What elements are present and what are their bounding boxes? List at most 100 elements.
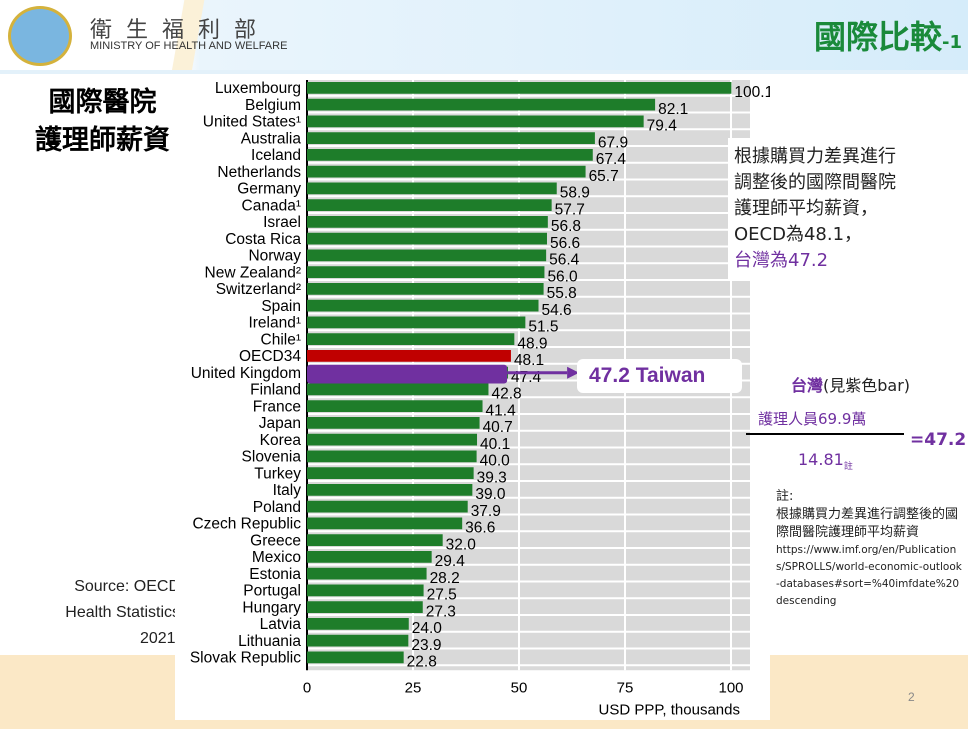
bar-canada-	[307, 199, 552, 211]
value-label: 24.0	[412, 620, 443, 637]
note-line: 根據購買力差異進行	[734, 146, 896, 167]
category-label: Belgium	[245, 97, 301, 114]
bar-hungary	[307, 601, 423, 613]
category-label: Slovenia	[242, 449, 302, 466]
bar-chart: 0 25 50 75 100 USD PPP, thousands Luxembourg 10…	[190, 80, 770, 718]
value-label: 40.1	[480, 436, 510, 453]
category-label: Korea	[260, 432, 302, 449]
footnote-url[interactable]: https://www.imf.org/en/Publications/SPRO…	[776, 544, 962, 607]
bar-lithuania	[307, 634, 409, 647]
bar-latvia	[307, 618, 409, 630]
taiwan-bar	[307, 364, 508, 384]
value-label: 67.9	[598, 134, 628, 151]
org-name-cn: 衛生福利部	[90, 18, 271, 43]
note-line: 調整後的國際間醫院	[734, 172, 896, 193]
category-label: Chile¹	[261, 331, 301, 348]
value-label: 65.7	[589, 168, 619, 185]
slide-title: 國際比較-1	[814, 12, 962, 58]
left-title-line: 國際醫院	[48, 87, 157, 118]
bar-italy	[307, 484, 473, 496]
bar-united-states-	[307, 115, 644, 128]
bar-iceland	[307, 149, 593, 161]
value-label: 36.6	[465, 520, 495, 537]
category-label: Costa Rica	[225, 231, 301, 248]
taiwan-formula: 台灣(見紫色bar) 護理人員69.9萬 14.81註 =47.2	[746, 366, 968, 476]
value-label: 23.9	[411, 637, 441, 654]
bar-israel	[307, 216, 548, 228]
value-label: 39.0	[475, 486, 506, 503]
bar-finland	[307, 383, 489, 396]
category-label: Canada¹	[242, 197, 301, 214]
value-label: 56.0	[547, 268, 578, 285]
category-label: Germany	[237, 181, 301, 198]
category-label: Iceland	[251, 147, 301, 164]
category-label: Slovak Republic	[190, 650, 301, 667]
value-label: 41.4	[486, 402, 517, 419]
category-label: Spain	[261, 298, 301, 315]
value-label: 22.8	[407, 654, 437, 671]
category-label: Turkey	[254, 465, 301, 482]
value-label: 56.4	[549, 252, 580, 269]
bar-spain	[307, 299, 539, 312]
category-label: United States¹	[203, 114, 301, 131]
formula-result: =47.2	[910, 430, 967, 450]
bar-france	[307, 400, 483, 412]
category-label: Australia	[241, 130, 302, 147]
source-line: Source: OECD	[74, 578, 180, 595]
value-label: 55.8	[547, 285, 577, 302]
category-label: Greece	[250, 532, 301, 549]
chart-panel: 0 25 50 75 100 USD PPP, thousands Luxembourg 10…	[175, 78, 770, 720]
value-label: 56.6	[550, 235, 580, 252]
value-label: 42.8	[491, 386, 521, 403]
value-label: 54.6	[542, 302, 572, 319]
bar-korea	[307, 433, 478, 446]
bar-czech-republic	[307, 517, 463, 530]
category-label: Ireland¹	[248, 315, 301, 332]
slide-title-suffix: -1	[942, 32, 962, 53]
bar-japan	[307, 417, 480, 429]
formula-denominator: 14.81註	[798, 450, 853, 472]
category-label: Estonia	[249, 566, 301, 583]
value-label: 56.8	[551, 218, 581, 235]
value-label: 79.4	[647, 118, 678, 135]
header-divider	[0, 70, 968, 74]
category-label: Czech Republic	[192, 516, 301, 533]
category-label: Finland	[250, 382, 301, 399]
category-label: Switzerland²	[216, 281, 301, 298]
bar-germany	[307, 182, 557, 195]
footnote: 註: 根據購買力差異進行調整後的國際間醫院護理師平均薪資 https://www…	[776, 488, 962, 610]
value-label: 27.5	[427, 587, 457, 604]
ministry-logo	[8, 6, 72, 66]
bar-ireland-	[307, 316, 526, 329]
formula-title-main: 台灣	[791, 376, 824, 395]
source-line: 2021.	[139, 630, 180, 647]
bar-oecd34	[307, 350, 511, 362]
page-number: 2	[908, 690, 915, 704]
category-label: Hungary	[242, 599, 301, 616]
source-note: Source: OECD Health Statistics 2021.	[20, 574, 180, 652]
bar-greece	[307, 534, 443, 546]
value-label: 27.3	[426, 603, 456, 620]
bar-chile-	[307, 333, 515, 345]
left-title: 國際醫院 護理師薪資	[20, 84, 185, 160]
x-tick-label: 50	[511, 679, 528, 696]
bar-estonia	[307, 567, 427, 580]
note-line: OECD為48.1，	[734, 224, 863, 245]
value-label: 37.9	[471, 503, 501, 520]
value-label: 48.1	[514, 352, 544, 369]
note-highlight: 台灣為47.2	[734, 250, 829, 271]
category-label: Lithuania	[238, 633, 301, 650]
category-label: OECD34	[239, 348, 301, 365]
taiwan-callout: 47.2 Taiwan	[577, 359, 742, 393]
category-label: Netherlands	[217, 164, 301, 181]
bar-slovenia	[307, 450, 477, 463]
bar-turkey	[307, 467, 474, 479]
formula-title: 台灣(見紫色bar)	[791, 372, 910, 396]
value-label: 28.2	[430, 570, 460, 587]
category-label: Latvia	[260, 616, 302, 633]
category-label: France	[253, 398, 301, 415]
bar-mexico	[307, 551, 432, 563]
value-label: 58.9	[560, 185, 590, 202]
x-axis-label: USD PPP, thousands	[599, 701, 740, 718]
category-label: Japan	[259, 415, 301, 432]
